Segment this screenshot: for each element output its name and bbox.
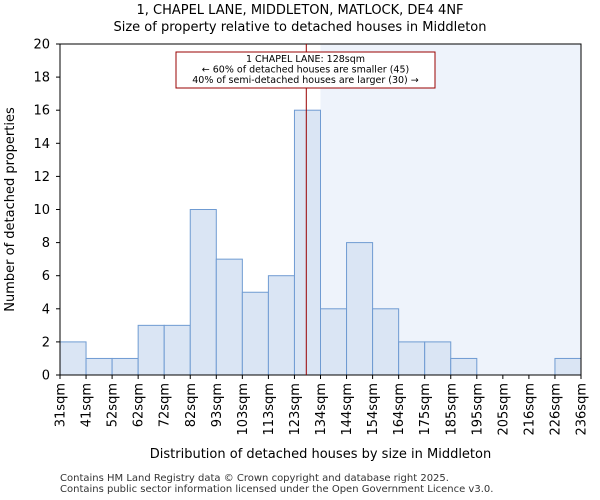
annotation-line-2: ← 60% of detached houses are smaller (45… [202,65,409,76]
histogram-bar [111,357,139,376]
y-tick-label: 10 [33,203,50,218]
x-tick-label: 72sqm [158,383,173,427]
footer: Contains HM Land Registry data © Crown c… [60,473,493,495]
x-tick-label: 154sqm [366,383,381,436]
x-tick-label: 164sqm [392,383,407,436]
histogram-bar [163,324,191,376]
chart-title-block: 1, CHAPEL LANE, MIDDLETON, MATLOCK, DE4 … [0,2,600,36]
histogram-bar [137,324,165,376]
histogram-bar [450,357,478,376]
histogram-bar [554,357,582,376]
annotation-box [175,51,436,89]
y-tick-label: 18 [33,71,50,86]
x-tick-label: 134sqm [314,383,329,436]
x-tick-label: 113sqm [262,383,277,436]
annotation-line-1: 1 CHAPEL LANE: 128sqm [246,54,365,65]
y-tick-label: 8 [42,236,50,251]
y-tick-label: 0 [42,369,50,384]
x-tick-label: 93sqm [210,383,225,427]
y-tick-label: 2 [42,335,50,350]
y-tick-label: 16 [33,104,50,119]
histogram-bar [189,209,217,376]
histogram-bar [59,341,87,376]
annotation-line-3: 40% of semi-detached houses are larger (… [192,75,419,86]
x-tick-label: 103sqm [236,383,251,436]
x-tick-label: 144sqm [340,383,355,436]
y-axis-label: Number of detached properties [3,107,18,312]
x-tick-label: 205sqm [496,383,511,436]
chart-title: 1, CHAPEL LANE, MIDDLETON, MATLOCK, DE4 … [136,3,464,18]
histogram-bar [424,341,452,376]
x-tick-label: 123sqm [288,383,303,436]
chart-subtitle: Size of property relative to detached ho… [113,20,487,35]
x-tick-label: 195sqm [470,383,485,436]
x-tick-label: 185sqm [444,383,459,436]
y-tick-label: 14 [33,137,50,152]
x-tick-label: 82sqm [184,383,199,427]
x-tick-label: 52sqm [106,383,121,427]
histogram-bar [346,242,374,376]
histogram-bar [372,308,400,376]
histogram-bar [293,109,322,376]
x-tick-label: 236sqm [575,383,590,436]
x-tick-label: 62sqm [132,383,147,427]
footer-line-1: Contains HM Land Registry data © Crown c… [60,473,449,484]
histogram-bar [85,357,113,376]
x-axis-label: Distribution of detached houses by size … [150,447,491,462]
x-tick-label: 216sqm [522,383,537,436]
x-tick-label: 175sqm [418,383,433,436]
y-tick-label: 4 [42,302,50,317]
y-tick-label: 12 [33,170,50,185]
x-tick-label: 41sqm [80,383,95,427]
y-tick-label: 6 [42,269,50,284]
x-tick-label: 226sqm [548,383,563,436]
histogram-bar [398,341,426,376]
histogram-bar [267,275,295,376]
histogram-bar [241,291,269,376]
histogram-bar [320,308,348,376]
histogram-bar [215,258,243,376]
y-tick-label: 20 [33,38,50,53]
footer-line-2: Contains public sector information licen… [60,484,494,495]
x-tick-label: 31sqm [54,383,69,427]
